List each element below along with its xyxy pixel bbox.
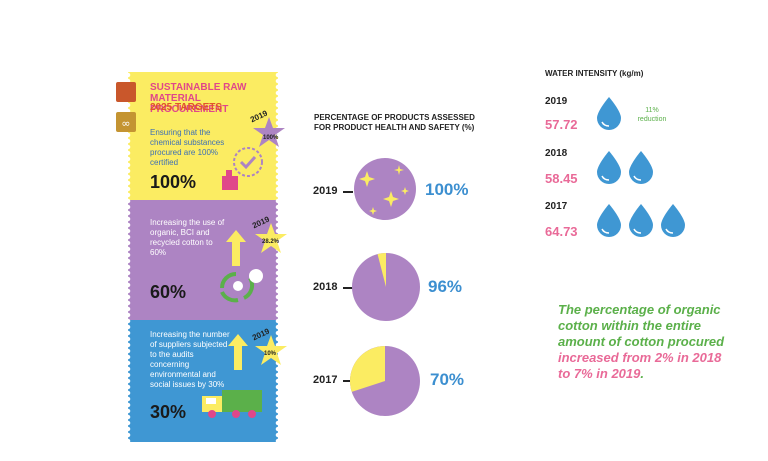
row-dash [343,191,353,193]
assessed-title: PERCENTAGE OF PRODUCTS ASSESSED FOR PROD… [314,113,475,132]
water-drop-icon [629,204,653,237]
sdg-goal-icon: ∞ [116,112,136,132]
star-value: 28.2% [262,239,280,245]
assessed-value: 100% [425,180,469,199]
certified-badge-icon [222,147,263,190]
water-drop-icon [597,97,621,130]
row-dash [343,380,353,382]
water-drops [594,203,690,242]
target-text: Increasing the use of organic, BCI and r… [150,218,225,257]
star-icon [255,223,287,253]
assessed-value: 96% [428,277,463,296]
targets-panel: ∞ SUSTAINABLE RAW MATERIAL PROCUREMENT 2… [116,72,287,442]
row-dash [343,287,353,289]
water-year: 2017 [545,201,568,212]
water-year: 2019 [545,96,568,107]
star-value: 10% [264,351,277,357]
note-end: . [640,366,644,381]
note-green-text: The percentage of organic cotton within … [558,302,725,349]
pie-slice-assessed [354,158,416,220]
target-text: Ensuring that the chemical substances pr… [150,128,225,167]
water-drops [594,96,626,135]
svg-text:∞: ∞ [121,117,130,130]
arrow-up-truck-icon [202,334,262,418]
star-icon [255,335,287,365]
water-drop-icon [597,151,621,184]
water-value: 57.72 [545,117,578,132]
pie-chart-2017 [350,346,420,416]
target-strip-cotton [128,200,278,320]
assessed-value: 70% [430,370,465,389]
arrow-up-recycle-icon [220,230,263,303]
reduction-note: 11% reduction [637,107,667,123]
water-value: 58.45 [545,171,578,186]
note-pink-text: increased from 2% in 2018 to 7% in 2019 [558,350,722,381]
water-drop-icon [597,204,621,237]
panel-edge-decoration [125,72,131,442]
assessed-year: 2018 [313,281,338,293]
water-value: 64.73 [545,224,578,239]
target-strip-suppliers [128,320,278,442]
star-value: 100% [263,135,279,141]
target-strip-chemicals [128,72,278,200]
sparkle-icon [359,165,409,215]
panel-edge-decoration [275,72,281,442]
star-icon [253,117,285,147]
panel-subtitle: 2025 TARGETS [150,102,223,113]
assessed-year: 2019 [313,185,338,197]
pie-chart-2019 [354,158,416,220]
target-value: 60% [150,282,187,302]
water-drop-icon [661,204,685,237]
panel-title: SUSTAINABLE RAW MATERIAL PROCUREMENT [150,82,247,115]
pie-slice-not-assessed [350,346,385,392]
target-value: 30% [150,402,187,422]
target-text: Increasing the number of suppliers subje… [150,330,230,389]
water-drop-icon [629,151,653,184]
assessed-year: 2017 [313,374,338,386]
sdg-goal-icon [116,82,136,102]
pie-slice-not-assessed [377,253,386,287]
water-drops [594,150,658,189]
organic-cotton-note: The percentage of organic cotton within … [558,302,728,382]
target-value: 100% [150,172,197,192]
pie-chart-2018 [352,253,420,321]
water-year: 2018 [545,148,568,159]
water-title: WATER INTENSITY (kg/m) [545,69,644,78]
